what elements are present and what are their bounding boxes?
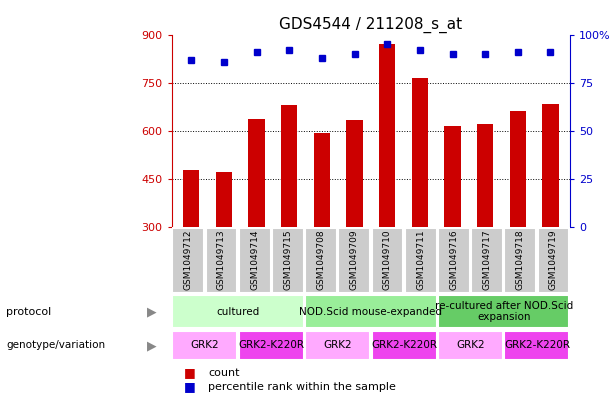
Text: GSM1049709: GSM1049709 xyxy=(350,229,359,290)
Text: NOD.Scid mouse-expanded: NOD.Scid mouse-expanded xyxy=(299,307,443,317)
Text: GSM1049716: GSM1049716 xyxy=(449,229,459,290)
FancyBboxPatch shape xyxy=(371,331,436,360)
FancyBboxPatch shape xyxy=(238,228,270,293)
FancyBboxPatch shape xyxy=(172,331,237,360)
Bar xyxy=(314,134,330,227)
Text: percentile rank within the sample: percentile rank within the sample xyxy=(208,382,396,392)
Text: GSM1049719: GSM1049719 xyxy=(549,229,558,290)
Bar xyxy=(444,127,461,227)
Text: GSM1049713: GSM1049713 xyxy=(217,229,226,290)
Text: count: count xyxy=(208,367,240,378)
Text: GRK2-K220R: GRK2-K220R xyxy=(238,340,304,351)
FancyBboxPatch shape xyxy=(471,228,503,293)
Bar xyxy=(183,170,199,227)
FancyBboxPatch shape xyxy=(538,228,569,293)
Text: ▶: ▶ xyxy=(147,339,157,352)
Text: GRK2: GRK2 xyxy=(456,340,485,351)
Text: protocol: protocol xyxy=(6,307,51,317)
Text: ▶: ▶ xyxy=(147,305,157,318)
Text: GRK2-K220R: GRK2-K220R xyxy=(371,340,437,351)
FancyBboxPatch shape xyxy=(305,228,337,293)
FancyBboxPatch shape xyxy=(238,331,304,360)
Text: ■: ■ xyxy=(184,366,196,379)
Text: GSM1049712: GSM1049712 xyxy=(184,229,192,290)
FancyBboxPatch shape xyxy=(172,296,304,328)
Text: GSM1049717: GSM1049717 xyxy=(482,229,492,290)
Bar xyxy=(216,172,232,227)
Text: cultured: cultured xyxy=(216,307,260,317)
Bar xyxy=(248,119,265,227)
Text: GRK2: GRK2 xyxy=(323,340,352,351)
Bar xyxy=(543,104,558,227)
Bar xyxy=(379,44,395,227)
FancyBboxPatch shape xyxy=(338,228,370,293)
Text: re-cultured after NOD.Scid
expansion: re-cultured after NOD.Scid expansion xyxy=(435,301,573,322)
Text: GSM1049715: GSM1049715 xyxy=(283,229,292,290)
FancyBboxPatch shape xyxy=(405,228,436,293)
FancyBboxPatch shape xyxy=(438,296,569,328)
Title: GDS4544 / 211208_s_at: GDS4544 / 211208_s_at xyxy=(280,17,462,33)
Bar xyxy=(281,105,297,227)
Text: GSM1049711: GSM1049711 xyxy=(416,229,425,290)
Text: ■: ■ xyxy=(184,380,196,393)
FancyBboxPatch shape xyxy=(305,331,370,360)
FancyBboxPatch shape xyxy=(438,331,503,360)
Bar xyxy=(346,119,363,227)
FancyBboxPatch shape xyxy=(504,228,536,293)
Bar xyxy=(477,125,493,227)
FancyBboxPatch shape xyxy=(504,331,569,360)
Bar xyxy=(509,111,526,227)
Text: GSM1049718: GSM1049718 xyxy=(516,229,525,290)
FancyBboxPatch shape xyxy=(305,296,436,328)
Text: GSM1049710: GSM1049710 xyxy=(383,229,392,290)
Text: GRK2-K220R: GRK2-K220R xyxy=(504,340,570,351)
FancyBboxPatch shape xyxy=(371,228,403,293)
Bar xyxy=(412,77,428,227)
FancyBboxPatch shape xyxy=(205,228,237,293)
Text: GRK2: GRK2 xyxy=(191,340,219,351)
FancyBboxPatch shape xyxy=(172,228,204,293)
FancyBboxPatch shape xyxy=(272,228,304,293)
Text: GSM1049708: GSM1049708 xyxy=(316,229,326,290)
Text: genotype/variation: genotype/variation xyxy=(6,340,105,351)
Text: GSM1049714: GSM1049714 xyxy=(250,229,259,290)
FancyBboxPatch shape xyxy=(438,228,470,293)
